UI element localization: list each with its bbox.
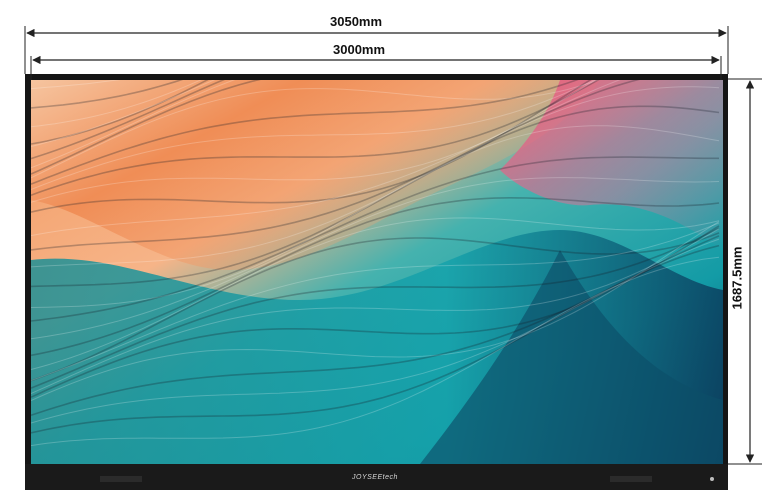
orange-wave-region — [31, 80, 600, 270]
power-indicator — [710, 477, 714, 481]
wave-line — [31, 80, 184, 109]
wave-line — [31, 80, 621, 237]
wave-line — [31, 80, 579, 185]
deep-teal-region — [420, 250, 723, 464]
wave-line — [31, 86, 720, 268]
wave-line — [31, 227, 720, 389]
speaker-grille-left — [100, 476, 142, 482]
wave-line — [31, 80, 592, 213]
wave-line — [31, 80, 600, 179]
inner-width-label: 3000mm — [333, 42, 386, 57]
wave-line — [31, 80, 226, 160]
speaker-grille-right — [610, 476, 652, 482]
wave-line — [31, 221, 720, 401]
wave-line — [31, 238, 720, 424]
wave-line — [31, 235, 720, 416]
wave-line — [31, 232, 720, 382]
outer-width-label: 3050mm — [330, 14, 383, 29]
wave-line — [31, 156, 719, 322]
wave-line — [31, 80, 640, 251]
brand-logo: JOYSEEtech — [352, 474, 398, 481]
wave-line — [31, 80, 596, 190]
wave-line — [31, 80, 261, 175]
wave-line — [31, 80, 236, 169]
wave-line — [31, 256, 720, 447]
pink-wave-region — [500, 80, 723, 250]
wave-lines — [31, 80, 720, 447]
wave-line — [31, 125, 720, 308]
wave-line — [31, 225, 720, 398]
height-label: 1687.5mm — [729, 246, 745, 310]
wave-line — [31, 80, 597, 203]
wave-line — [31, 80, 216, 147]
wave-line — [31, 196, 720, 357]
wave-line — [31, 80, 209, 145]
wave-line — [31, 217, 720, 370]
wave-line — [31, 177, 720, 340]
wave-line — [31, 228, 720, 394]
wave-line — [31, 105, 720, 288]
screen-artwork — [31, 80, 723, 464]
wave-line — [31, 80, 600, 196]
wave-line — [31, 80, 202, 128]
wave-line — [31, 222, 720, 381]
wave-line — [31, 244, 720, 434]
